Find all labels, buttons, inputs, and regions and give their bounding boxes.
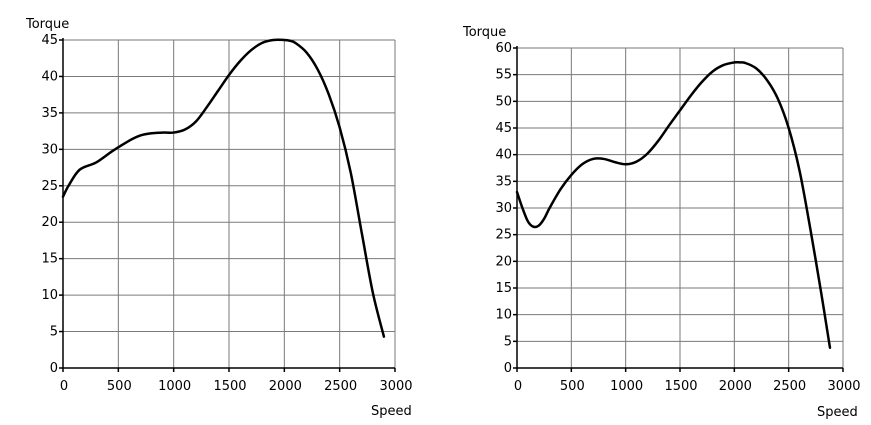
y-tick-label: 10	[495, 308, 512, 323]
y-tick-label: 10	[41, 288, 58, 303]
y-tick-label: 55	[495, 68, 512, 83]
x-tick-label: 1000	[610, 379, 643, 394]
x-tick-label: 2500	[324, 379, 357, 394]
x-tick-label: 2000	[719, 379, 752, 394]
x-axis-title: Speed	[817, 405, 858, 420]
x-tick-label: 3000	[379, 379, 412, 394]
torque-chart-right: 0 5 10 15 20 25 30 35 40 45 50 55 60 0 500 1000 1500 2000…	[462, 25, 861, 420]
x-tick-label: 2000	[269, 379, 302, 394]
x-axis-title: Speed	[371, 404, 412, 419]
y-axis-title: Torque	[462, 25, 506, 40]
x-tick-label: 1500	[664, 379, 697, 394]
y-tick-label: 15	[41, 252, 58, 267]
x-tick-label: 0	[60, 379, 68, 394]
y-tick-label: 30	[495, 201, 512, 216]
x-tick-label: 500	[107, 379, 132, 394]
y-tick-label: 35	[495, 174, 512, 189]
y-tick-label: 0	[50, 361, 58, 376]
y-tick-label: 45	[41, 33, 58, 48]
y-tick-label: 20	[495, 254, 512, 269]
y-tick-label: 45	[495, 121, 512, 136]
x-tick-label: 0	[514, 379, 522, 394]
x-tick-label: 1500	[213, 379, 246, 394]
y-tick-label: 60	[495, 41, 512, 56]
x-tick-label: 1000	[158, 379, 191, 394]
y-tick-label: 15	[495, 281, 512, 296]
y-tick-label: 25	[495, 228, 512, 243]
y-tick-label: 35	[41, 106, 58, 121]
y-tick-label: 0	[504, 361, 512, 376]
y-tick-label: 5	[50, 325, 58, 340]
torque-curve	[61, 38, 386, 338]
y-tick-label: 20	[41, 215, 58, 230]
y-tick-label: 5	[504, 334, 512, 349]
x-tick-label: 2500	[773, 379, 806, 394]
y-tick-label: 40	[495, 148, 512, 163]
y-tick-label: 25	[41, 179, 58, 194]
x-tick-label: 500	[560, 379, 585, 394]
torque-curve	[515, 60, 832, 349]
y-tick-label: 50	[495, 94, 512, 109]
x-tick-label: 3000	[827, 379, 860, 394]
y-tick-label: 40	[41, 69, 58, 84]
y-tick-label: 30	[41, 142, 58, 157]
y-axis-title: Torque	[25, 17, 69, 32]
torque-chart-left: 0 5 10 15 20 25 30 35 40 45 0 500 1000 1500 2000 2500 30…	[25, 17, 413, 419]
